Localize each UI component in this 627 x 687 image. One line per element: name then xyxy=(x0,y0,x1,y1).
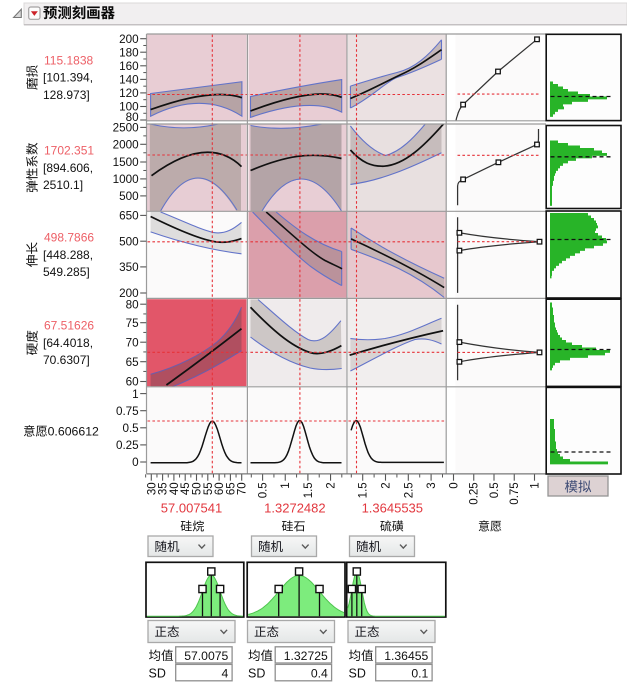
svg-text:200: 200 xyxy=(119,287,139,300)
svg-text:0: 0 xyxy=(449,482,461,488)
svg-text:180: 180 xyxy=(119,46,139,59)
svg-text:SD: SD xyxy=(349,666,366,680)
svg-text:1.32725: 1.32725 xyxy=(284,649,328,663)
svg-text:2000: 2000 xyxy=(113,139,140,152)
svg-text:2.5: 2.5 xyxy=(403,482,415,498)
svg-text:2500: 2500 xyxy=(113,122,140,135)
svg-text:80: 80 xyxy=(126,298,140,311)
svg-text:1.5: 1.5 xyxy=(303,482,315,498)
svg-text:[101.394,: [101.394, xyxy=(43,71,93,85)
svg-text:57.0075: 57.0075 xyxy=(184,649,228,663)
svg-text:67.51626: 67.51626 xyxy=(44,319,94,333)
svg-text:45: 45 xyxy=(180,482,192,495)
svg-text:50: 50 xyxy=(192,482,204,495)
svg-text:[64.4018,: [64.4018, xyxy=(43,336,93,350)
svg-text:1.5: 1.5 xyxy=(358,482,370,498)
svg-text:0: 0 xyxy=(132,456,139,469)
svg-text:1: 1 xyxy=(280,482,292,488)
svg-text:0.25: 0.25 xyxy=(116,439,139,452)
svg-text:1702.351: 1702.351 xyxy=(44,144,94,158)
svg-text:120: 120 xyxy=(119,87,139,100)
svg-text:0.5: 0.5 xyxy=(489,482,501,498)
svg-text:55: 55 xyxy=(203,482,215,495)
svg-text:115.1838: 115.1838 xyxy=(44,53,93,67)
svg-text:1500: 1500 xyxy=(113,156,140,169)
svg-text:35: 35 xyxy=(158,482,170,495)
svg-text:3: 3 xyxy=(426,482,438,488)
svg-text:160: 160 xyxy=(119,60,139,73)
svg-text:60: 60 xyxy=(126,376,140,389)
svg-text:[448.288,: [448.288, xyxy=(43,248,93,262)
svg-text:498.7866: 498.7866 xyxy=(44,230,94,244)
svg-text:4: 4 xyxy=(222,666,229,680)
svg-text:60: 60 xyxy=(214,482,226,495)
svg-text:0.5: 0.5 xyxy=(122,422,139,435)
svg-text:65: 65 xyxy=(225,482,237,495)
svg-text:1: 1 xyxy=(530,482,542,488)
svg-text:0.75: 0.75 xyxy=(509,482,521,504)
svg-text:0.5: 0.5 xyxy=(258,482,270,498)
svg-text:128.973]: 128.973] xyxy=(43,88,90,102)
svg-text:1: 1 xyxy=(132,388,139,401)
svg-text:549.285]: 549.285] xyxy=(43,265,90,279)
svg-text:1.36455: 1.36455 xyxy=(384,649,428,663)
svg-text:0.606612: 0.606612 xyxy=(48,425,99,439)
svg-text:0.25: 0.25 xyxy=(469,482,481,504)
svg-text:80: 80 xyxy=(126,111,140,124)
svg-text:1.3645535: 1.3645535 xyxy=(362,501,423,516)
svg-text:30: 30 xyxy=(146,482,158,495)
svg-text:650: 650 xyxy=(119,210,139,223)
svg-text:2: 2 xyxy=(381,482,393,488)
svg-text:0.4: 0.4 xyxy=(311,666,328,680)
svg-text:350: 350 xyxy=(119,261,139,274)
svg-text:0.75: 0.75 xyxy=(116,405,139,418)
svg-text:100: 100 xyxy=(119,101,139,114)
svg-text:2510.1]: 2510.1] xyxy=(43,178,83,192)
svg-text:500: 500 xyxy=(119,190,139,203)
svg-text:70: 70 xyxy=(237,482,249,495)
svg-text:2: 2 xyxy=(326,482,338,488)
svg-text:70.6307]: 70.6307] xyxy=(43,353,90,367)
svg-text:40: 40 xyxy=(169,482,181,495)
svg-text:1000: 1000 xyxy=(113,173,140,186)
svg-text:65: 65 xyxy=(126,356,140,369)
svg-text:500: 500 xyxy=(119,235,139,248)
svg-text:57.007541: 57.007541 xyxy=(161,501,222,516)
svg-text:SD: SD xyxy=(149,666,166,680)
svg-text:200: 200 xyxy=(119,33,139,46)
svg-text:SD: SD xyxy=(248,666,265,680)
svg-text:75: 75 xyxy=(126,317,140,330)
svg-text:70: 70 xyxy=(126,336,140,349)
svg-text:140: 140 xyxy=(119,74,139,87)
svg-text:1.3272482: 1.3272482 xyxy=(264,501,325,516)
svg-text:0.1: 0.1 xyxy=(411,666,428,680)
svg-text:[894.606,: [894.606, xyxy=(43,161,93,175)
